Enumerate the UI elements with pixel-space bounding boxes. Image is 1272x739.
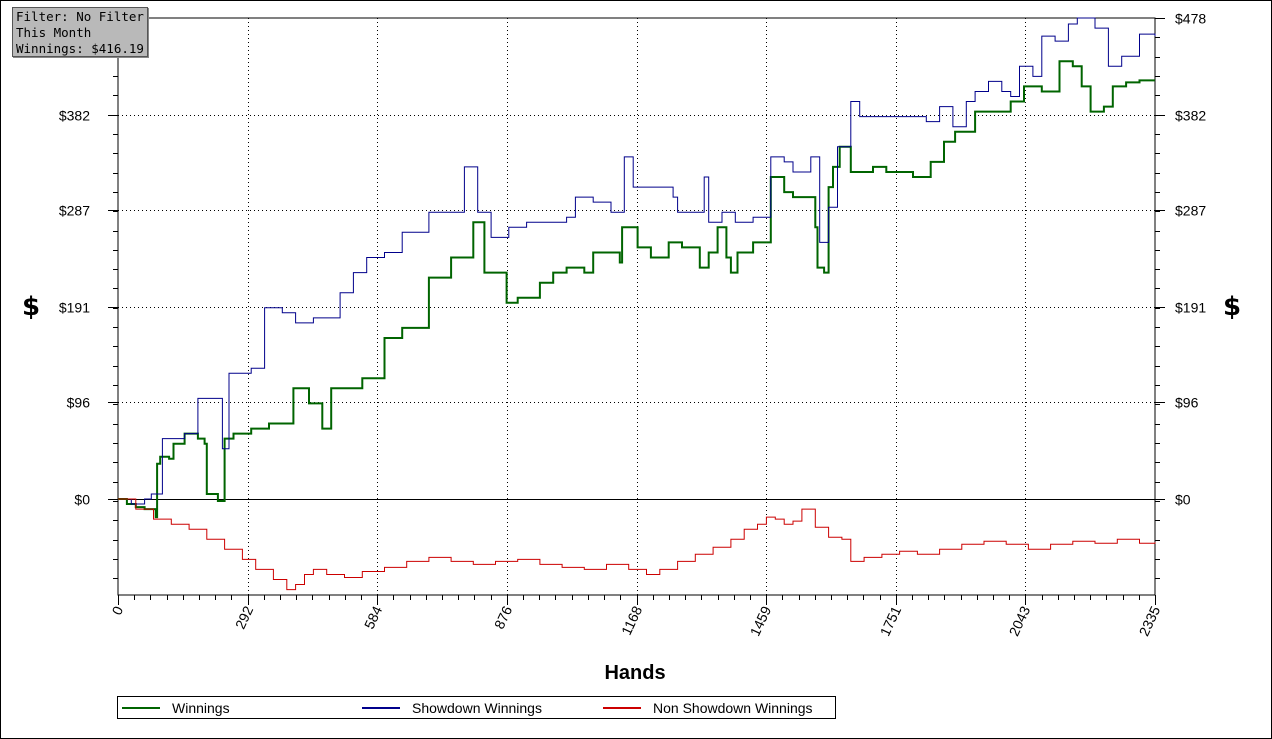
grid xyxy=(118,18,1155,595)
filter-info-box: Filter: No Filter This Month Winnings: $… xyxy=(12,7,148,57)
y-tick-label-left: $191 xyxy=(59,300,90,316)
legend-swatch-non-showdown xyxy=(603,706,641,709)
x-tick-label: 1751 xyxy=(877,603,905,638)
y-tick-label-left: $287 xyxy=(59,203,90,219)
axes: 0 292 584 876 1168 1459 1751 2043 2335 $0 $0 $96 $96… xyxy=(59,11,1207,639)
series-lines xyxy=(118,17,1156,591)
legend-label-showdown: Showdown Winnings xyxy=(412,699,542,716)
legend-swatch-winnings xyxy=(122,706,160,709)
x-tick-label: 1168 xyxy=(618,603,645,637)
legend-swatch-showdown xyxy=(362,706,400,709)
legend: Winnings Showdown Winnings Non Showdown … xyxy=(117,696,836,719)
series-non-showdown-line xyxy=(118,498,1156,591)
y-tick-label-left: $0 xyxy=(74,492,90,508)
period-label: This Month xyxy=(16,25,92,40)
y-tick-label-right: $382 xyxy=(1175,108,1206,124)
plot-border xyxy=(117,17,1156,596)
y-axis-title-left: $ xyxy=(22,292,41,322)
filter-label: Filter: No Filter xyxy=(16,9,144,24)
x-tick-label: 584 xyxy=(361,603,385,631)
series-winnings-line xyxy=(118,60,1155,519)
x-tick-label: 0 xyxy=(108,603,126,617)
x-tick-label: 2043 xyxy=(1006,603,1034,638)
y-tick-label-right: $478 xyxy=(1175,11,1206,27)
y-tick-label-right: $96 xyxy=(1175,395,1199,411)
legend-item-showdown: Showdown Winnings xyxy=(362,697,542,718)
x-axis-title: Hands xyxy=(604,662,666,684)
y-tick-label-right: $191 xyxy=(1175,300,1206,316)
x-tick-label: 292 xyxy=(232,603,256,631)
legend-label-non-showdown: Non Showdown Winnings xyxy=(653,699,813,716)
x-tick-label: 1459 xyxy=(747,603,775,638)
y-tick-label-right: $287 xyxy=(1175,203,1206,219)
y-axis-title-right: $ xyxy=(1223,292,1242,322)
x-tick-label: 876 xyxy=(491,603,515,631)
legend-item-non-showdown: Non Showdown Winnings xyxy=(603,697,813,718)
series-showdown-line xyxy=(118,17,1156,505)
y-tick-label-left: $96 xyxy=(67,395,91,411)
winnings-label: Winnings: $416.19 xyxy=(16,41,144,56)
x-tick-label: 2335 xyxy=(1136,603,1164,638)
legend-label-winnings: Winnings xyxy=(172,699,230,716)
y-tick-label-right: $0 xyxy=(1175,492,1191,508)
y-tick-label-left: $382 xyxy=(59,108,90,124)
legend-item-winnings: Winnings xyxy=(122,697,230,718)
